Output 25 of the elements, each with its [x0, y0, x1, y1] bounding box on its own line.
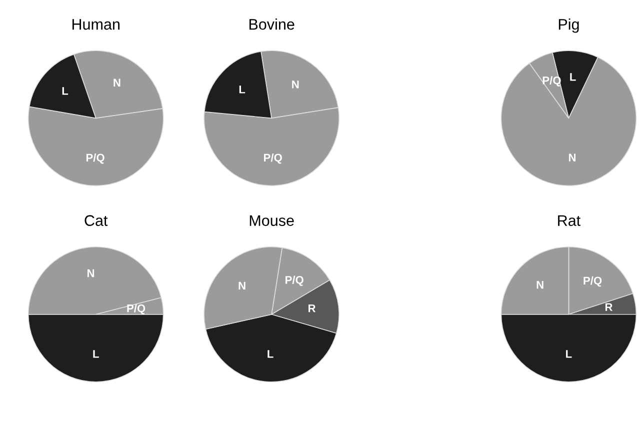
slice-label: P/Q: [264, 153, 282, 164]
chart-title: Rat: [558, 215, 580, 226]
slice-label: R: [605, 303, 613, 311]
slice-label: L: [93, 350, 99, 358]
slice-label: P/Q: [286, 276, 304, 286]
chart-title: Mouse: [250, 215, 294, 226]
chart-title: Bovine: [249, 18, 294, 30]
slice-label: P/Q: [127, 304, 146, 314]
chart-title: Human: [72, 19, 120, 30]
chart-title: Pig: [558, 18, 579, 33]
slice-label: L: [239, 86, 246, 94]
slice-label: N: [88, 269, 94, 278]
slice-label: N: [568, 154, 576, 162]
slice-label: N: [114, 78, 120, 86]
slice-label: N: [292, 80, 299, 88]
slice-label: L: [62, 87, 68, 95]
slice-label: L: [570, 73, 576, 81]
slice-label: R: [308, 304, 316, 312]
slice-label: P/Q: [86, 153, 104, 164]
slice-label: L: [566, 350, 572, 358]
slice-label: N: [238, 282, 246, 290]
slice-label: L: [268, 350, 274, 358]
slice-label: P/Q: [584, 276, 602, 287]
slice-label: N: [536, 280, 544, 289]
chart-title: Cat: [84, 215, 108, 226]
